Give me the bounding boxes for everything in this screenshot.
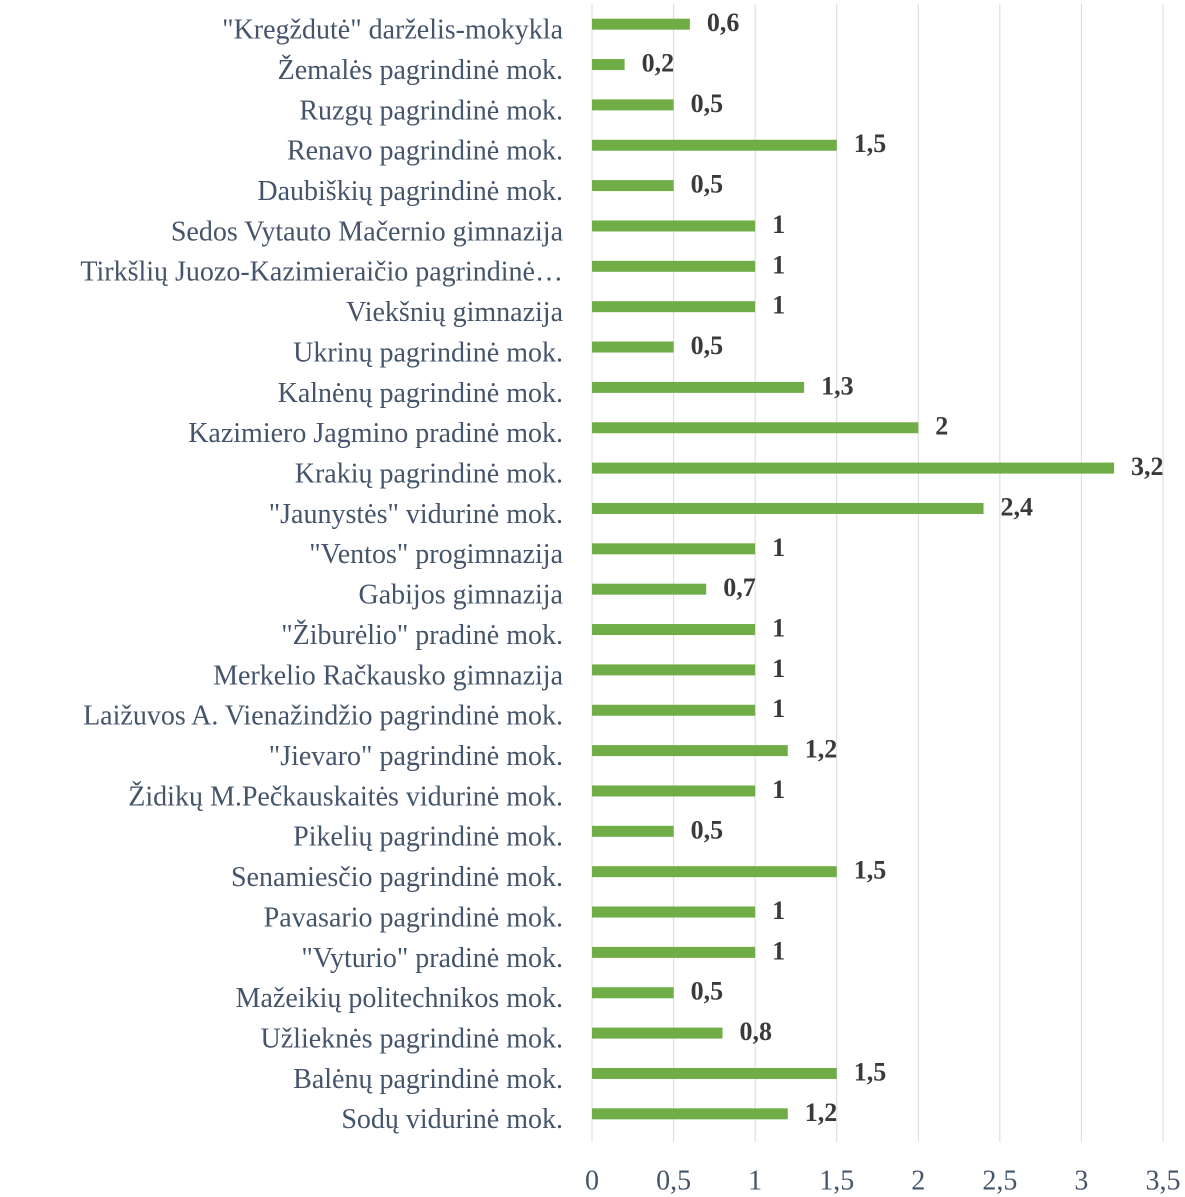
value-label: 1,2 <box>805 1098 838 1127</box>
bar <box>592 583 707 595</box>
value-label: 1,5 <box>854 856 887 885</box>
value-label: 0,5 <box>691 89 724 118</box>
value-label: 0,5 <box>691 170 724 199</box>
category-label: Gabijos gimnazija <box>358 580 563 611</box>
category-label: Pikelių pagrindinė mok. <box>293 822 563 853</box>
category-label: "Žiburėlio" pradinė mok. <box>281 620 563 651</box>
value-label: 0,6 <box>707 8 740 37</box>
value-label: 1 <box>772 936 785 965</box>
value-label: 3,2 <box>1131 452 1164 481</box>
category-label: Židikų M.Pečkauskaitės vidurinė mok. <box>128 781 563 812</box>
bar <box>592 341 674 353</box>
value-label: 1,5 <box>854 1057 887 1086</box>
value-label: 0,5 <box>691 977 724 1006</box>
bar <box>592 946 756 958</box>
bar <box>592 704 756 716</box>
category-label: Kazimiero Jagmino pradinė mok. <box>188 418 563 449</box>
category-label: Senamiesčio pagrindinė mok. <box>231 862 563 893</box>
bar <box>592 624 756 636</box>
category-label: Sedos Vytauto Mačernio gimnazija <box>171 216 564 247</box>
bar <box>592 139 837 151</box>
value-label: 0,5 <box>691 815 724 844</box>
category-label: Viekšnių gimnazija <box>346 297 563 328</box>
category-label: Kalnėnų pagrindinė mok. <box>278 378 563 409</box>
category-label: "Kregždutė" darželis-mokykla <box>222 15 563 46</box>
category-label: Laižuvos A. Vienažindžio pagrindinė mok. <box>83 701 563 732</box>
bar <box>592 1027 723 1039</box>
bar <box>592 502 984 514</box>
x-tick-label: 2,5 <box>982 1165 1017 1196</box>
category-label: Sodų vidurinė mok. <box>341 1104 563 1135</box>
value-label: 1 <box>772 654 785 683</box>
bar <box>592 785 756 797</box>
bar <box>592 462 1115 474</box>
x-tick-label: 1 <box>748 1165 762 1196</box>
value-label: 0,2 <box>642 49 675 78</box>
x-tick-label: 1,5 <box>819 1165 854 1196</box>
value-label: 2,4 <box>1001 492 1034 521</box>
bar <box>592 180 674 192</box>
bar <box>592 260 756 272</box>
category-label: Krakių pagrindinė mok. <box>295 459 563 490</box>
category-label: Merkelio Račkausko gimnazija <box>213 660 563 691</box>
bar <box>592 866 837 878</box>
bar <box>592 99 674 111</box>
category-label: "Jaunystės" vidurinė mok. <box>269 499 563 530</box>
bar <box>592 18 690 30</box>
bar <box>592 745 788 757</box>
x-tick-label: 0 <box>585 1165 599 1196</box>
category-label: Žemalės pagrindinė mok. <box>278 55 563 86</box>
category-label: "Ventos" progimnazija <box>309 539 563 570</box>
bar <box>592 422 919 434</box>
category-label: "Vyturio" pradinė mok. <box>301 943 563 974</box>
bar <box>592 1108 788 1120</box>
bar <box>592 59 625 71</box>
bar <box>592 1067 837 1079</box>
category-label: Užlieknės pagrindinė mok. <box>261 1024 563 1055</box>
x-tick-label: 2 <box>911 1165 925 1196</box>
category-label: Balėnų pagrindinė mok. <box>293 1064 563 1095</box>
value-label: 1 <box>772 291 785 320</box>
bar <box>592 664 756 676</box>
x-tick-label: 0,5 <box>656 1165 691 1196</box>
category-label: Mažeikių politechnikos mok. <box>236 983 563 1014</box>
bar <box>592 381 805 393</box>
value-label: 2 <box>935 412 948 441</box>
value-label: 1,2 <box>805 735 838 764</box>
value-label: 0,7 <box>723 573 756 602</box>
value-label: 0,8 <box>740 1017 773 1046</box>
x-tick-label: 3 <box>1074 1165 1088 1196</box>
value-label: 1,5 <box>854 129 887 158</box>
bar <box>592 301 756 313</box>
value-label: 1,3 <box>821 371 854 400</box>
bar <box>592 220 756 232</box>
category-label: Ruzgų pagrindinė mok. <box>299 95 563 126</box>
category-label: Renavo pagrindinė mok. <box>287 136 563 167</box>
category-label: Ukrinų pagrindinė mok. <box>293 337 563 368</box>
value-label: 0,5 <box>691 331 724 360</box>
category-label: Daubiškių pagrindinė mok. <box>257 176 563 207</box>
value-label: 1 <box>772 614 785 643</box>
bar <box>592 906 756 918</box>
value-label: 1 <box>772 896 785 925</box>
category-label: Pavasario pagrindinė mok. <box>264 902 563 933</box>
bar <box>592 543 756 555</box>
value-label: 1 <box>772 210 785 239</box>
value-label: 1 <box>772 694 785 723</box>
bar <box>592 825 674 837</box>
value-label: 1 <box>772 250 785 279</box>
bar <box>592 987 674 999</box>
value-label: 1 <box>772 533 785 562</box>
value-label: 1 <box>772 775 785 804</box>
x-tick-label: 3,5 <box>1146 1165 1181 1196</box>
category-label: "Jievaro" pagrindinė mok. <box>269 741 563 772</box>
category-label: Tirkšlių Juozo-Kazimieraičio pagrindinė… <box>80 257 563 288</box>
